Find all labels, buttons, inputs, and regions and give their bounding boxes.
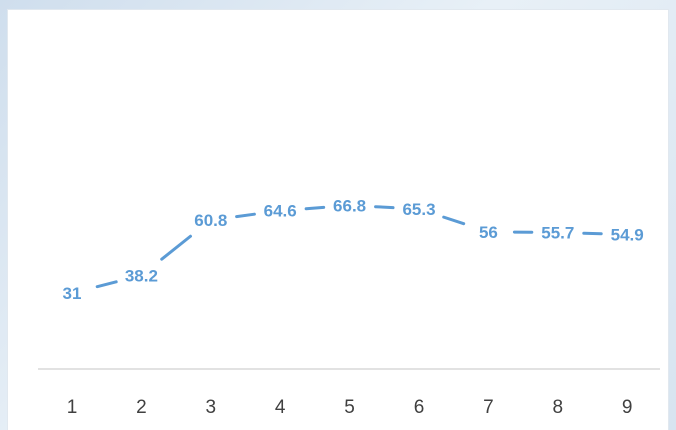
line-segment [235, 212, 256, 219]
data-label: 66.8 [333, 196, 366, 215]
x-tick-labels: 1 2 3 4 5 6 7 8 9 [67, 397, 633, 418]
line-segment [304, 205, 326, 211]
data-label: 55.7 [541, 224, 574, 243]
line-segment [160, 234, 192, 261]
line-segment [374, 205, 395, 210]
x-tick-label: 1 [67, 397, 78, 418]
x-tick-label: 6 [414, 397, 425, 418]
x-tick-label: 3 [206, 397, 217, 418]
line-segment [442, 215, 466, 226]
data-label: 65.3 [402, 200, 435, 219]
chart-area [8, 10, 668, 430]
data-label: 31 [63, 284, 82, 303]
x-tick-label: 4 [275, 397, 286, 418]
x-tick-label: 5 [344, 397, 355, 418]
series-line [95, 205, 603, 289]
line-segment [95, 280, 118, 289]
data-label: 60.8 [194, 211, 227, 230]
data-labels: 31 38.2 60.8 64.6 66.8 65.3 56 55.7 54.9 [63, 196, 644, 303]
x-tick-label: 7 [483, 397, 494, 418]
data-label: 54.9 [611, 225, 644, 244]
data-label: 64.6 [264, 202, 297, 221]
data-label: 56 [479, 223, 498, 242]
data-label: 38.2 [125, 266, 158, 285]
x-tick-label: 9 [622, 397, 633, 418]
x-tick-label: 2 [136, 397, 147, 418]
x-tick-label: 8 [553, 397, 564, 418]
